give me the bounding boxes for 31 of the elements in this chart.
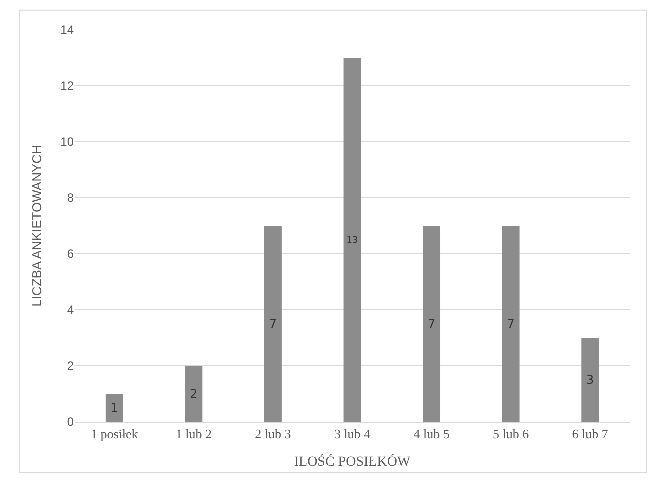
y-tick-label: 10 bbox=[60, 135, 74, 150]
data-label: 7 bbox=[428, 317, 436, 331]
x-tick-label: 6 lub 7 bbox=[572, 426, 609, 442]
data-label: 13 bbox=[346, 236, 358, 246]
bar bbox=[185, 366, 203, 422]
y-tick-label: 6 bbox=[67, 247, 74, 262]
data-label: 1 bbox=[110, 401, 118, 415]
x-axis-title: ILOŚĆ POSIŁKÓW bbox=[294, 452, 412, 470]
y-tick-label: 0 bbox=[67, 415, 74, 430]
x-tick-label: 5 lub 6 bbox=[493, 426, 530, 442]
x-tick-label: 4 lub 5 bbox=[414, 426, 450, 442]
data-label: 2 bbox=[190, 387, 198, 401]
y-tick-label: 2 bbox=[67, 359, 74, 374]
y-tick-label: 8 bbox=[67, 191, 74, 206]
bar bbox=[423, 226, 441, 422]
bar bbox=[582, 338, 600, 422]
y-tick-label: 4 bbox=[67, 303, 74, 318]
x-tick-label: 2 lub 3 bbox=[255, 426, 292, 442]
data-label: 7 bbox=[507, 317, 515, 331]
y-tick-label: 14 bbox=[60, 23, 74, 38]
bar bbox=[264, 226, 282, 422]
y-axis-title: LICZBA ANKIETOWANYCH bbox=[30, 145, 45, 307]
x-tick-label: 1 lub 2 bbox=[176, 426, 212, 442]
bar bbox=[344, 58, 362, 422]
data-label: 7 bbox=[269, 317, 278, 331]
bar bbox=[106, 394, 124, 422]
x-tick-label: 3 lub 4 bbox=[334, 426, 372, 442]
y-tick-label: 12 bbox=[60, 79, 74, 94]
bar bbox=[502, 226, 520, 422]
x-tick-label: 1 posiłek bbox=[90, 426, 139, 442]
data-label: 3 bbox=[586, 373, 594, 387]
